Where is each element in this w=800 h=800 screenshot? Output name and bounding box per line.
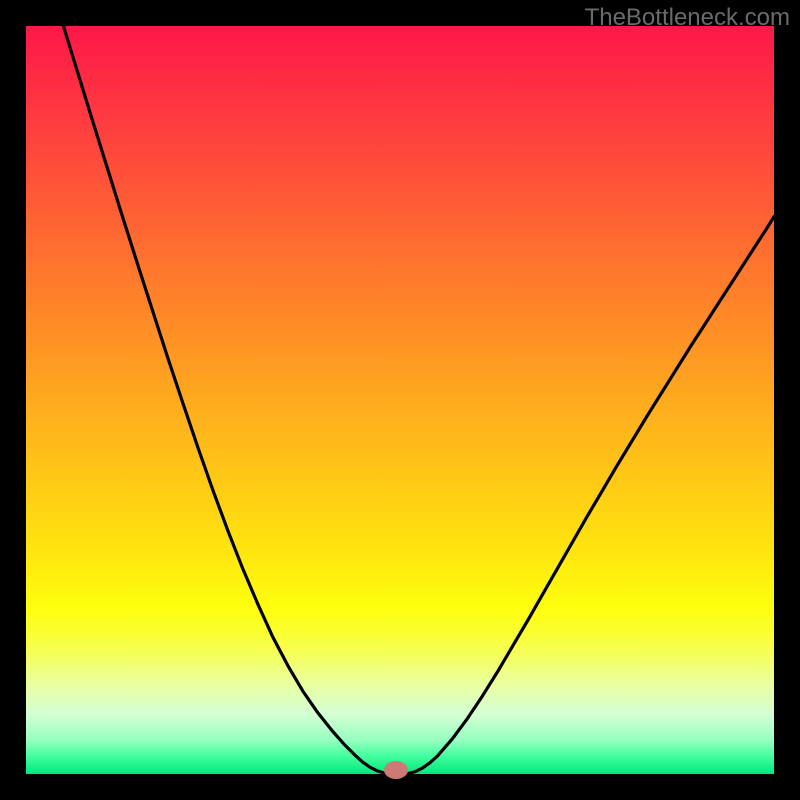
bottleneck-curve: [26, 26, 774, 774]
optimum-marker: [384, 761, 408, 779]
curve-path: [63, 26, 774, 774]
plot-area: [26, 26, 774, 774]
watermark-text: TheBottleneck.com: [585, 4, 790, 32]
